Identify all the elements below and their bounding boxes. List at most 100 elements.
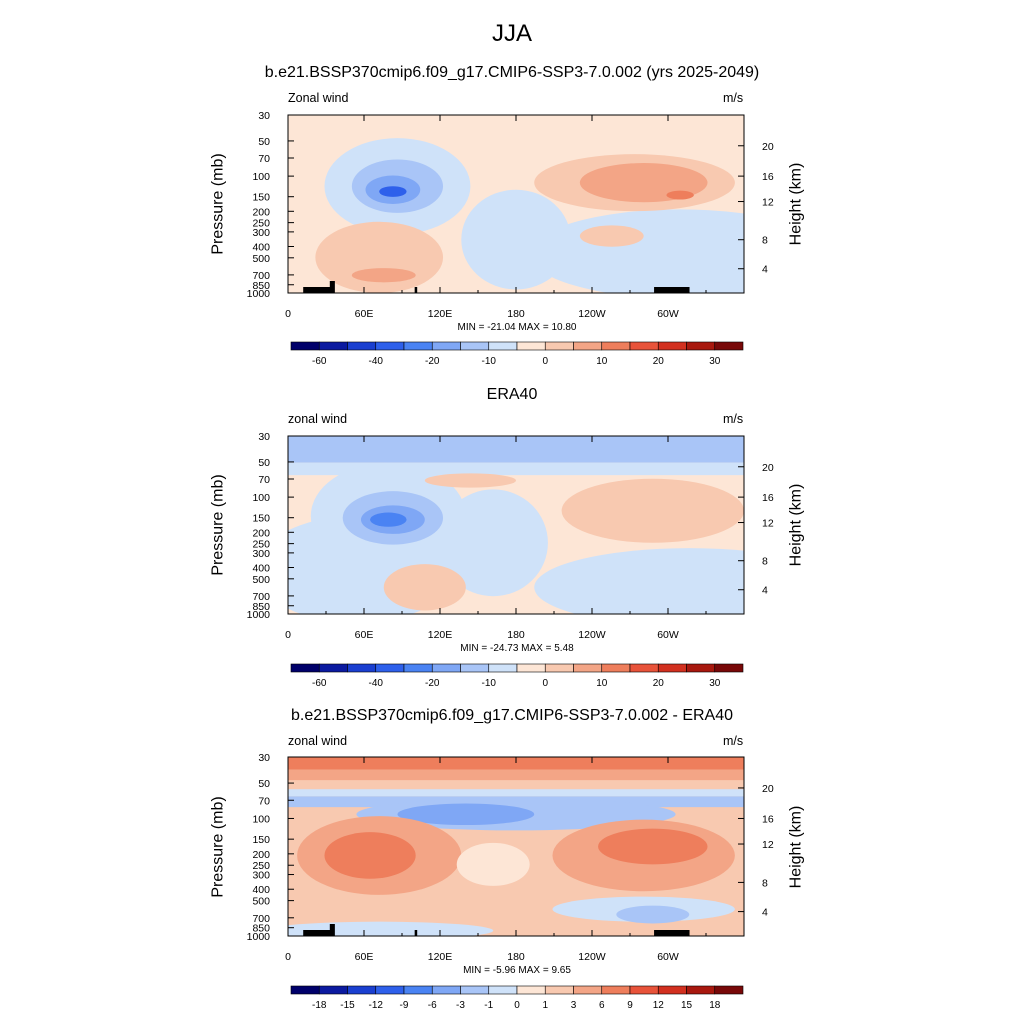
topography-block <box>654 287 690 293</box>
colorbar-3-swatch <box>431 985 461 995</box>
colorbar-2-label: -60 <box>312 678 327 689</box>
field-positive-lower <box>383 564 466 611</box>
x-tick-label: 120E <box>428 629 453 641</box>
panel-3-title: b.e21.BSSP370cmip6.f09_g17.CMIP6-SSP3-7.… <box>290 707 734 724</box>
panel-1-title: b.e21.BSSP370cmip6.f09_g17.CMIP6-SSP3-7.… <box>264 64 760 81</box>
colorbar-1-swatch <box>488 341 518 351</box>
panel-3-variable-label: zonal wind <box>288 734 348 748</box>
colorbar-3-swatch <box>318 985 348 995</box>
colorbar-3-swatch <box>375 985 405 995</box>
y-tick-label: 200 <box>252 849 270 861</box>
colorbar-1-label: 10 <box>596 356 608 367</box>
colorbar-3-swatch <box>544 985 574 995</box>
y-tick-label: 700 <box>252 913 270 925</box>
x-tick-label: 180 <box>507 951 525 963</box>
colorbar-1-swatch <box>544 341 574 351</box>
field-strat-strong <box>288 757 744 770</box>
colorbar-3-swatch <box>657 985 687 995</box>
colorbar-2-label: -40 <box>369 678 384 689</box>
topography-block <box>414 287 418 293</box>
colorbar-1-swatch <box>460 341 490 351</box>
y-tick-label: 250 <box>252 539 270 551</box>
x-tick-label: 0 <box>285 951 291 963</box>
y-tick-label: 50 <box>258 778 270 790</box>
y-tick-label: 300 <box>252 227 270 239</box>
colorbar-3-label: 18 <box>709 1000 721 1011</box>
colorbar-2-swatch <box>403 663 433 673</box>
colorbar-1-swatch <box>629 341 659 351</box>
colorbar-3-label: -9 <box>400 1000 409 1011</box>
colorbar-3-swatch <box>290 985 320 995</box>
colorbar-3-label: -12 <box>369 1000 384 1011</box>
field-positive-lower-core <box>351 268 416 283</box>
y-tick-label: 250 <box>252 860 270 872</box>
y-tick-label: 250 <box>252 218 270 230</box>
field-negative-center <box>438 489 548 597</box>
colorbar-3-label: -3 <box>456 1000 465 1011</box>
y-tick-label: 50 <box>258 457 270 469</box>
field-weak-center <box>456 842 530 886</box>
x-tick-label: 60W <box>657 951 679 963</box>
y-tick-label: 850 <box>252 923 270 935</box>
y-tick-label: 400 <box>252 241 270 253</box>
colorbar-2-swatch <box>375 663 405 673</box>
y-tick-label: 500 <box>252 253 270 265</box>
right-tick-label: 12 <box>762 839 774 851</box>
colorbar-3-label: -1 <box>484 1000 493 1011</box>
colorbar-2-swatch <box>290 663 320 673</box>
field-positive-east-core <box>598 828 708 865</box>
right-tick-label: 20 <box>762 141 774 153</box>
colorbar-1-label: -40 <box>369 356 384 367</box>
colorbar-2-label: 0 <box>542 678 548 689</box>
y-tick-label: 1000 <box>247 931 271 943</box>
colorbar-3-swatch <box>686 985 716 995</box>
right-tick-label: 4 <box>762 585 768 597</box>
topography-block <box>303 287 334 293</box>
field-negative-lower-east <box>529 209 744 293</box>
colorbar-1-swatch <box>686 341 716 351</box>
colorbar-1-swatch <box>573 341 603 351</box>
y-tick-label: 70 <box>258 153 270 165</box>
y-tick-label: 150 <box>252 192 270 204</box>
y-tick-label: 500 <box>252 574 270 586</box>
colorbar-1-swatch <box>657 341 687 351</box>
panel-2-units-label: m/s <box>723 412 744 426</box>
field-strat-light <box>288 780 744 790</box>
y-tick-label: 70 <box>258 795 270 807</box>
x-tick-label: 0 <box>285 629 291 641</box>
x-tick-label: 60E <box>355 308 374 320</box>
field-negative-jet-core <box>379 186 407 197</box>
colorbar-2-swatch <box>629 663 659 673</box>
colorbar-1-label: 30 <box>709 356 721 367</box>
colorbar-1-swatch <box>347 341 377 351</box>
x-tick-label: 60W <box>657 629 679 641</box>
right-tick-label: 4 <box>762 907 768 919</box>
panel-2-minmax: MIN = -24.73 MAX = 5.48 <box>460 643 574 654</box>
colorbar-1-label: 0 <box>542 356 548 367</box>
y-tick-label: 150 <box>252 834 270 846</box>
colorbar-3-swatch <box>629 985 659 995</box>
y-tick-label: 400 <box>252 562 270 574</box>
x-tick-label: 120W <box>578 308 606 320</box>
x-tick-label: 0 <box>285 308 291 320</box>
colorbar-2-swatch <box>544 663 574 673</box>
colorbar-1-swatch <box>403 341 433 351</box>
y-tick-label: 150 <box>252 513 270 525</box>
colorbar-2-swatch <box>516 663 546 673</box>
main-title: JJA <box>491 20 532 47</box>
colorbar-1-swatch <box>375 341 405 351</box>
panel-3-units-label: m/s <box>723 734 744 748</box>
colorbar-2-label: -20 <box>425 678 440 689</box>
right-tick-label: 8 <box>762 877 768 889</box>
y-tick-label: 1000 <box>247 288 271 300</box>
y-tick-label: 850 <box>252 280 270 292</box>
colorbar-3-label: 6 <box>599 1000 605 1011</box>
y-tick-label: 100 <box>252 813 270 825</box>
colorbar-1-swatch <box>516 341 546 351</box>
right-tick-label: 16 <box>762 492 774 504</box>
colorbar-3-label: -6 <box>428 1000 437 1011</box>
panel-1-minmax: MIN = -21.04 MAX = 10.80 <box>457 322 577 333</box>
right-tick-label: 4 <box>762 264 768 276</box>
colorbar-2-swatch <box>347 663 377 673</box>
colorbar-2-swatch <box>431 663 461 673</box>
